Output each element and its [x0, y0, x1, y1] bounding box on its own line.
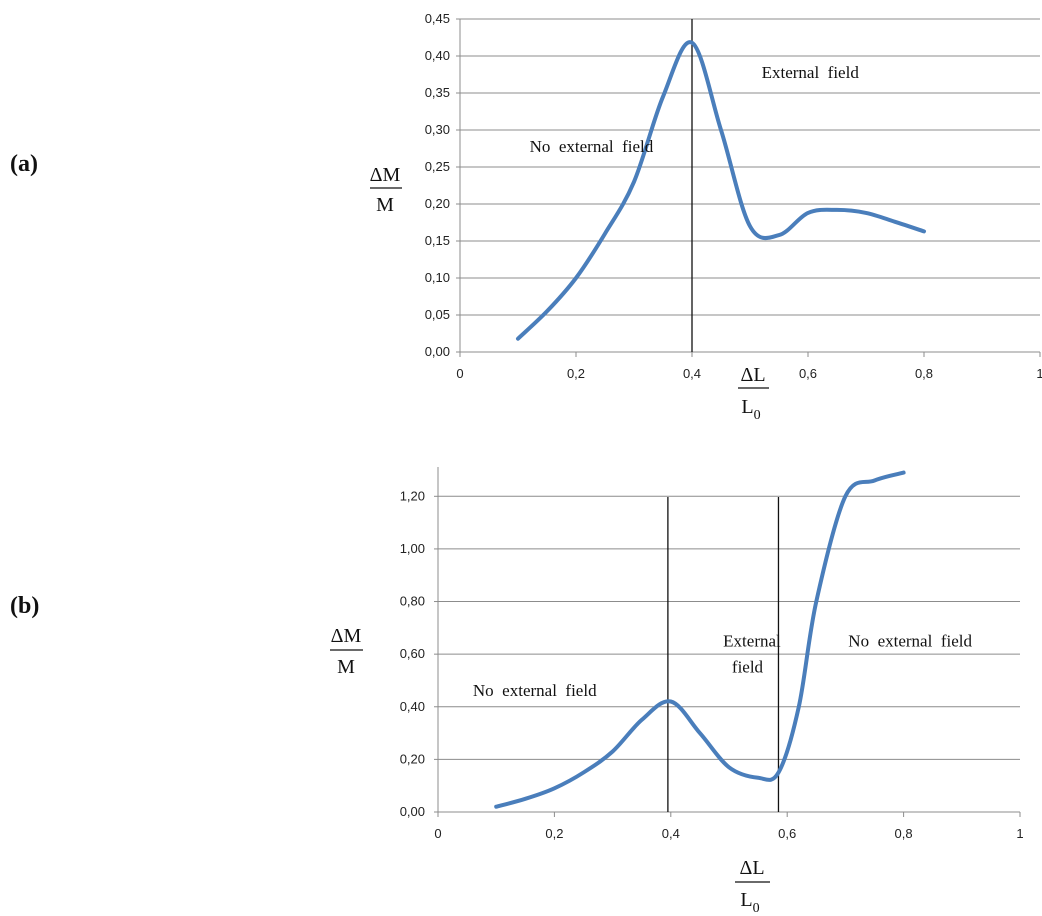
y-axis-title-a-den: M [376, 194, 394, 216]
chart-a: (a) ΔM M ΔL L0 0,000,050,100,150,200,250… [10, 11, 1042, 423]
y-axis-title-b-den: M [337, 656, 355, 678]
x-axis-title-a: ΔL L0 [738, 364, 769, 423]
y-tick-label-a-8: 0,40 [425, 48, 450, 63]
x-axis-title-a-num: ΔL [740, 364, 765, 386]
x-tick-label-b-5: 1 [1016, 826, 1023, 841]
y-tick-label-b-4: 0,80 [400, 594, 425, 609]
y-tick-label-b-5: 1,00 [400, 541, 425, 556]
y-tick-label-a-7: 0,35 [425, 85, 450, 100]
x-axis-title-b-den: L0 [740, 889, 759, 916]
region-annotation-b-1: External [723, 631, 781, 650]
y-tick-label-b-2: 0,40 [400, 699, 425, 714]
region-annotation-a-0: No external field [530, 137, 654, 156]
y-tick-label-a-4: 0,20 [425, 196, 450, 211]
x-tick-label-a-5: 1 [1036, 366, 1042, 381]
y-tick-label-b-0: 0,00 [400, 804, 425, 819]
y-tick-label-a-5: 0,25 [425, 159, 450, 174]
region-annotation-a-1: External field [762, 63, 860, 82]
x-axis-title-b-den-sub: 0 [753, 901, 760, 916]
chart-b: (b) ΔM M ΔL L0 0,000,200,400,600,801,001… [10, 467, 1024, 916]
x-tick-label-a-0: 0 [456, 366, 463, 381]
panel-label-a: (a) [10, 151, 38, 177]
y-tick-label-a-0: 0,00 [425, 344, 450, 359]
x-tick-label-a-1: 0,2 [567, 366, 585, 381]
x-axis-title-a-den: L0 [741, 396, 760, 423]
x-axis-title-b-num: ΔL [739, 857, 764, 879]
series-line-b-0 [494, 470, 906, 809]
series-line-a-0 [516, 40, 926, 341]
x-axis-title-b: ΔL L0 [735, 857, 770, 916]
x-tick-label-a-2: 0,4 [683, 366, 701, 381]
x-tick-label-b-3: 0,6 [778, 826, 796, 841]
region-annotation-b-2: field [732, 658, 764, 677]
y-tick-label-a-2: 0,10 [425, 270, 450, 285]
x-tick-label-b-1: 0,2 [545, 826, 563, 841]
x-tick-label-b-2: 0,4 [662, 826, 680, 841]
x-tick-label-a-3: 0,6 [799, 366, 817, 381]
gridlines-b [438, 495, 1020, 760]
y-tick-label-a-3: 0,15 [425, 233, 450, 248]
y-tick-label-b-3: 0,60 [400, 646, 425, 661]
y-tick-label-b-1: 0,20 [400, 751, 425, 766]
y-tick-label-a-1: 0,05 [425, 307, 450, 322]
y-axis-title-b-num: ΔM [331, 625, 362, 647]
region-annotation-b-3: No external field [848, 631, 972, 650]
y-tick-label-a-9: 0,45 [425, 11, 450, 26]
y-axis-title-b: ΔM M [330, 625, 363, 678]
x-axis-title-a-den-sub: 0 [754, 408, 761, 423]
x-axis-title-b-den-base: L [740, 889, 752, 911]
x-axis-title-a-den-base: L [741, 396, 753, 418]
y-tick-label-b-6: 1,20 [400, 488, 425, 503]
x-tick-label-b-4: 0,8 [895, 826, 913, 841]
gridlines-a [460, 18, 1040, 316]
y-tick-label-a-6: 0,30 [425, 122, 450, 137]
region-annotation-b-0: No external field [473, 681, 597, 700]
panel-label-b: (b) [10, 593, 39, 619]
y-axis-title-a: ΔM M [370, 164, 402, 216]
y-axis-title-a-num: ΔM [370, 164, 401, 186]
x-tick-label-b-0: 0 [434, 826, 441, 841]
x-tick-label-a-4: 0,8 [915, 366, 933, 381]
